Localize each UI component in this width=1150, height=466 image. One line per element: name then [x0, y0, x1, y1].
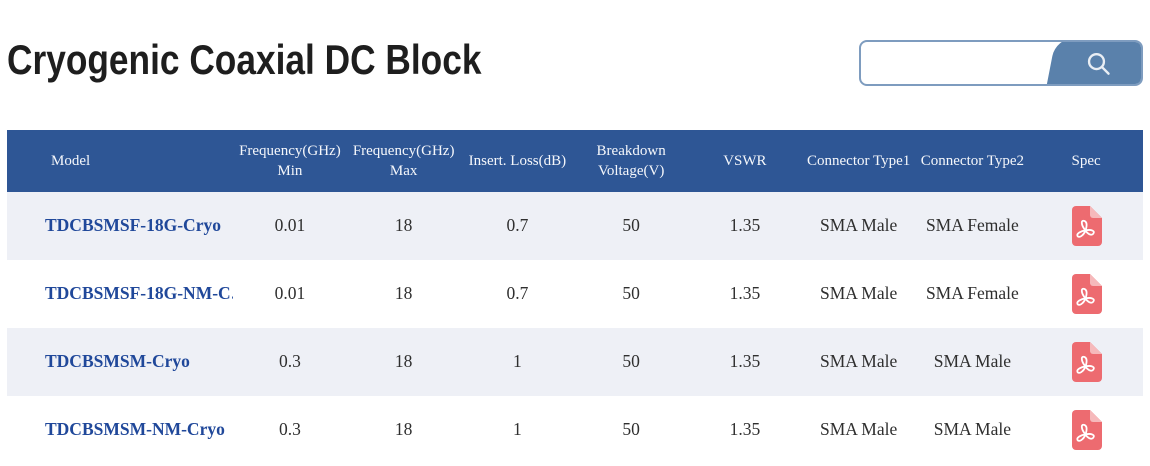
vswr-cell: 1.35	[729, 283, 761, 304]
freq-min-cell: 0.3	[278, 419, 301, 440]
connector-type1-cell: SMA Male	[819, 419, 898, 440]
table-row: TDCBSMSF-18G-Cryo 0.01 18 0.7 50 1.35 SM…	[7, 192, 1143, 260]
connector-type1-cell: SMA Male	[819, 215, 898, 236]
connector-type1-cell: SMA Male	[819, 283, 898, 304]
pdf-icon[interactable]	[1069, 341, 1103, 383]
vswr-cell: 1.35	[729, 351, 761, 372]
connector-type1-cell: SMA Male	[819, 351, 898, 372]
model-link[interactable]: TDCBSMSF-18G-Cryo	[45, 215, 221, 236]
breakdown-voltage-cell: 50	[622, 419, 640, 440]
vswr-cell: 1.35	[729, 419, 761, 440]
vswr-cell: 1.35	[729, 215, 761, 236]
breakdown-voltage-cell: 50	[622, 351, 640, 372]
freq-max-cell: 18	[394, 351, 413, 372]
freq-min-cell: 0.01	[274, 283, 306, 304]
table-row: TDCBSMSM-Cryo 0.3 18 1 50 1.35 SMA Male …	[7, 328, 1143, 396]
header-frequency-max: Frequency(GHz) Max	[352, 142, 455, 179]
freq-max-cell: 18	[394, 419, 413, 440]
insert-loss-cell: 0.7	[506, 283, 529, 304]
connector-type2-cell: SMA Female	[925, 215, 1019, 236]
insert-loss-cell: 1	[513, 419, 522, 440]
header-connector-type2: Connector Type2	[920, 152, 1024, 169]
freq-max-cell: 18	[394, 215, 413, 236]
model-link[interactable]: TDCBSMSM-NM-Cryo	[45, 419, 225, 440]
topbar: Cryogenic Coaxial DC Block	[0, 0, 1150, 130]
pdf-icon[interactable]	[1069, 205, 1103, 247]
table-header-row: Model Frequency(GHz) Min Frequency(GHz) …	[7, 130, 1143, 192]
product-table: Model Frequency(GHz) Min Frequency(GHz) …	[7, 130, 1143, 464]
search-button[interactable]	[1046, 42, 1141, 84]
header-frequency-min: Frequency(GHz) Min	[239, 142, 341, 179]
connector-type2-cell: SMA Male	[933, 419, 1012, 440]
header-breakdown-voltage: Breakdown Voltage(V)	[596, 142, 666, 179]
header-vswr: VSWR	[723, 152, 767, 169]
model-link[interactable]: TDCBSMSF-18G-NM-C…	[45, 283, 233, 304]
freq-min-cell: 0.3	[278, 351, 301, 372]
connector-type2-cell: SMA Female	[925, 283, 1019, 304]
header-insert-loss: Insert. Loss(dB)	[468, 152, 567, 169]
table-row: TDCBSMSM-NM-Cryo 0.3 18 1 50 1.35 SMA Ma…	[7, 396, 1143, 464]
insert-loss-cell: 0.7	[506, 215, 529, 236]
pdf-icon[interactable]	[1069, 409, 1103, 451]
pdf-icon[interactable]	[1069, 273, 1103, 315]
header-connector-type1: Connector Type1	[807, 152, 911, 169]
page-title: Cryogenic Coaxial DC Block	[7, 36, 482, 83]
breakdown-voltage-cell: 50	[622, 283, 640, 304]
breakdown-voltage-cell: 50	[622, 215, 640, 236]
magnifier-icon	[1085, 50, 1112, 77]
header-model: Model	[51, 152, 91, 169]
search-input[interactable]	[861, 42, 1051, 84]
model-link[interactable]: TDCBSMSM-Cryo	[45, 351, 190, 372]
header-spec: Spec	[1071, 152, 1101, 169]
search-box	[859, 40, 1143, 86]
freq-max-cell: 18	[394, 283, 413, 304]
connector-type2-cell: SMA Male	[933, 351, 1012, 372]
table-row: TDCBSMSF-18G-NM-C… 0.01 18 0.7 50 1.35 S…	[7, 260, 1143, 328]
insert-loss-cell: 1	[513, 351, 522, 372]
freq-min-cell: 0.01	[274, 215, 306, 236]
